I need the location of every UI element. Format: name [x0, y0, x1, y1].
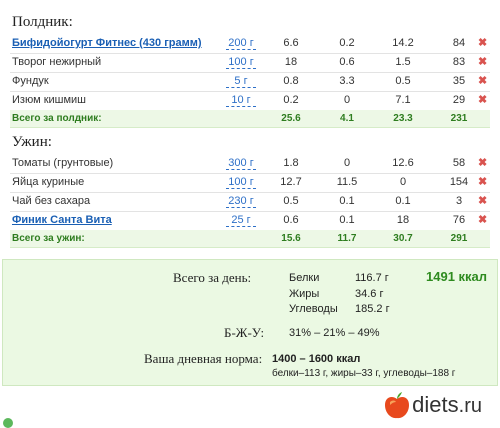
protein-cell: 0.8 — [283, 75, 299, 87]
protein-cell: 0.5 — [283, 195, 299, 207]
total-label: Всего за полдник: — [12, 113, 102, 124]
food-name: Изюм кишмиш — [12, 94, 87, 106]
delete-icon[interactable]: ✖ — [478, 37, 488, 49]
fat-cell: 0 — [343, 94, 351, 106]
food-row: Яйца куриные 100 г 12.7 11.5 0 154 ✖ — [10, 173, 490, 193]
carbs-cell: 0 — [399, 176, 407, 188]
quantity-field[interactable]: 230 г — [226, 195, 256, 208]
fat-cell: 0.1 — [339, 214, 355, 226]
daily-summary: Всего за день: Белки 116.7 г Жиры 34.6 г… — [2, 259, 498, 386]
total-carbs: 23.3 — [393, 113, 413, 124]
food-name: Чай без сахара — [12, 195, 91, 207]
total-carbs: 30.7 — [393, 233, 413, 244]
green-dot — [3, 418, 13, 428]
food-name: Яйца куриные — [12, 176, 85, 188]
quantity-field[interactable]: 100 г — [226, 56, 256, 69]
quantity-field[interactable]: 200 г — [226, 37, 256, 50]
norm-label: Ваша дневная норма: — [144, 351, 263, 366]
dinner-title: Ужин: — [12, 134, 52, 150]
food-name: Фундук — [12, 75, 49, 87]
kcal-cell: 3 — [455, 195, 463, 207]
logo-text: diets — [412, 392, 459, 417]
fat-cell: 3.3 — [339, 75, 355, 87]
day-total-label: Всего за день: — [173, 270, 252, 285]
carbs-cell: 0.5 — [395, 75, 411, 87]
fat-cell: 11.5 — [336, 176, 358, 188]
fat-value: 34.6 г — [355, 288, 384, 300]
kcal-cell: 84 — [452, 37, 466, 49]
fat-cell: 0.2 — [339, 37, 355, 49]
section-total-row: Всего за полдник: 25.6 4.1 23.3 231 — [10, 110, 490, 128]
quantity-field[interactable]: 100 г — [226, 176, 256, 189]
food-row: Фундук 5 г 0.8 3.3 0.5 35 ✖ — [10, 72, 490, 92]
protein-cell: 6.6 — [283, 37, 299, 49]
total-protein: 25.6 — [281, 113, 301, 124]
total-fat: 11.7 — [337, 233, 357, 244]
food-row: Изюм кишмиш 10 г 0.2 0 7.1 29 ✖ — [10, 91, 490, 111]
diets-logo[interactable]: diets.ru — [384, 392, 482, 420]
food-row: Бифидойогурт Фитнес (430 грамм) 200 г 6.6 0… — [10, 34, 490, 54]
carbs-value: 185.2 г — [355, 303, 390, 315]
food-row: Томаты (грунтовые) 300 г 1.8 0 12.6 58 ✖ — [10, 154, 490, 174]
fat-label: Жиры — [289, 288, 320, 300]
fat-cell: 0 — [343, 157, 351, 169]
protein-value: 116.7 г — [355, 272, 389, 284]
norm-kcal: 1400 – 1600 ккал — [272, 353, 361, 365]
total-label: Всего за ужин: — [12, 233, 85, 244]
delete-icon[interactable]: ✖ — [478, 195, 488, 207]
quantity-field[interactable]: 25 г — [226, 214, 256, 227]
delete-icon[interactable]: ✖ — [478, 157, 488, 169]
delete-icon[interactable]: ✖ — [478, 75, 488, 87]
food-name[interactable]: Финик Санта Вита — [12, 214, 112, 226]
fat-cell: 0.1 — [339, 195, 355, 207]
kcal-cell: 58 — [452, 157, 466, 169]
carbs-cell: 0.1 — [395, 195, 411, 207]
food-row: Чай без сахара 230 г 0.5 0.1 0.1 3 ✖ — [10, 192, 490, 212]
carbs-cell: 12.6 — [392, 157, 414, 169]
kcal-cell: 154 — [449, 176, 469, 188]
quantity-field[interactable]: 300 г — [226, 157, 256, 170]
total-kcal: 231 — [450, 113, 468, 124]
food-name[interactable]: Бифидойогурт Фитнес (430 грамм) — [12, 37, 202, 49]
protein-cell: 12.7 — [280, 176, 302, 188]
carbs-cell: 7.1 — [395, 94, 411, 106]
food-name: Творог нежирный — [12, 56, 102, 68]
section-total-row: Всего за ужин: 15.6 11.7 30.7 291 — [10, 230, 490, 248]
carbs-cell: 14.2 — [392, 37, 414, 49]
kcal-cell: 35 — [452, 75, 466, 87]
logo-tld: .ru — [458, 395, 482, 417]
carbs-label: Углеводы — [289, 303, 338, 315]
protein-cell: 18 — [284, 56, 298, 68]
fat-cell: 0.6 — [339, 56, 355, 68]
quantity-field[interactable]: 5 г — [226, 75, 256, 88]
kcal-total: 1491 ккал — [426, 269, 488, 284]
quantity-field[interactable]: 10 г — [226, 94, 256, 107]
total-fat: 4.1 — [340, 113, 354, 124]
food-row: Финик Санта Вита 25 г 0.6 0.1 18 76 ✖ — [10, 211, 490, 231]
protein-cell: 0.6 — [283, 214, 299, 226]
carbs-cell: 18 — [396, 214, 410, 226]
delete-icon[interactable]: ✖ — [478, 56, 488, 68]
delete-icon[interactable]: ✖ — [478, 176, 488, 188]
total-kcal: 291 — [450, 233, 468, 244]
food-name: Томаты (грунтовые) — [12, 157, 114, 169]
delete-icon[interactable]: ✖ — [478, 214, 488, 226]
ratio-label: Б-Ж-У: — [224, 325, 265, 340]
kcal-cell: 76 — [452, 214, 466, 226]
delete-icon[interactable]: ✖ — [478, 94, 488, 106]
norm-detail: белки–113 г, жиры–33 г, углеводы–188 г — [272, 368, 456, 379]
snack-title: Полдник: — [12, 14, 73, 30]
ratio-value: 31% – 21% – 49% — [289, 327, 380, 339]
carbs-cell: 1.5 — [395, 56, 411, 68]
protein-cell: 0.2 — [283, 94, 299, 106]
kcal-cell: 83 — [452, 56, 466, 68]
protein-cell: 1.8 — [283, 157, 299, 169]
food-row: Творог нежирный 100 г 18 0.6 1.5 83 ✖ — [10, 53, 490, 73]
total-protein: 15.6 — [281, 233, 301, 244]
kcal-cell: 29 — [452, 94, 466, 106]
apple-icon — [385, 392, 410, 419]
protein-label: Белки — [289, 272, 320, 284]
